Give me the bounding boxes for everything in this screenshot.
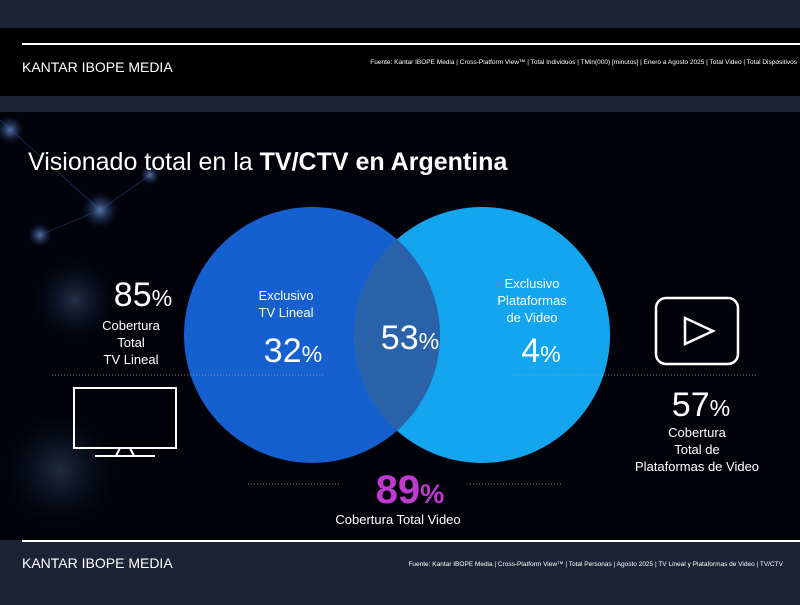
stat-number: 57 <box>672 386 710 424</box>
dotted-rules <box>52 374 758 485</box>
stat-number: 85 <box>114 276 152 314</box>
header-source: Fuente: Kantar IBOPE Media | Cross-Platf… <box>370 59 797 66</box>
header-band <box>0 28 800 96</box>
stat-value: 32% <box>264 332 322 370</box>
play-icon <box>654 296 740 366</box>
stat-value: 89% <box>376 468 445 512</box>
label-line: Exclusivo <box>259 288 314 303</box>
tv-icon <box>73 387 177 457</box>
label-line: Cobertura <box>668 425 727 440</box>
label-line: Plataformas de Video <box>635 459 759 474</box>
footer-brand: KANTAR IBOPE MEDIA <box>22 555 173 571</box>
venn-overlap <box>354 207 440 463</box>
label-line: Total <box>117 335 145 350</box>
stat-unit: % <box>419 328 440 354</box>
stat-value: 85% <box>114 276 172 314</box>
label-line: Exclusivo <box>505 276 560 291</box>
label-line: TV Lineal <box>259 305 314 320</box>
stat-number: 53 <box>381 319 419 357</box>
stat-number: 32 <box>264 332 302 370</box>
stat-number: 89 <box>376 468 421 512</box>
label-line: TV Lineal <box>104 352 159 367</box>
venn <box>184 207 610 463</box>
stat-number: 4 <box>521 332 540 370</box>
stat-unit: % <box>540 341 561 367</box>
stat-unit: % <box>710 395 731 421</box>
bokeh <box>0 116 160 525</box>
label-line: de Video <box>506 310 557 325</box>
stat-unit: % <box>152 285 173 311</box>
footer-source: Fuente: Kantar IBOPE Media | Cross-Platf… <box>408 561 783 568</box>
stat-unit: % <box>420 478 444 509</box>
stat-unit: % <box>302 341 323 367</box>
label-line: Plataformas <box>497 293 567 308</box>
label-line: Cobertura <box>102 318 161 333</box>
stat-value: 4% <box>521 332 560 370</box>
stat-value: 57% <box>672 386 730 424</box>
title: Visionado total en la TV/CTV en Argentin… <box>28 148 508 176</box>
stat-value: 53% <box>381 319 439 357</box>
label-line: Total de <box>674 442 720 457</box>
header-brand: KANTAR IBOPE MEDIA <box>22 59 173 75</box>
bottom-label: Cobertura Total Video <box>335 512 460 527</box>
